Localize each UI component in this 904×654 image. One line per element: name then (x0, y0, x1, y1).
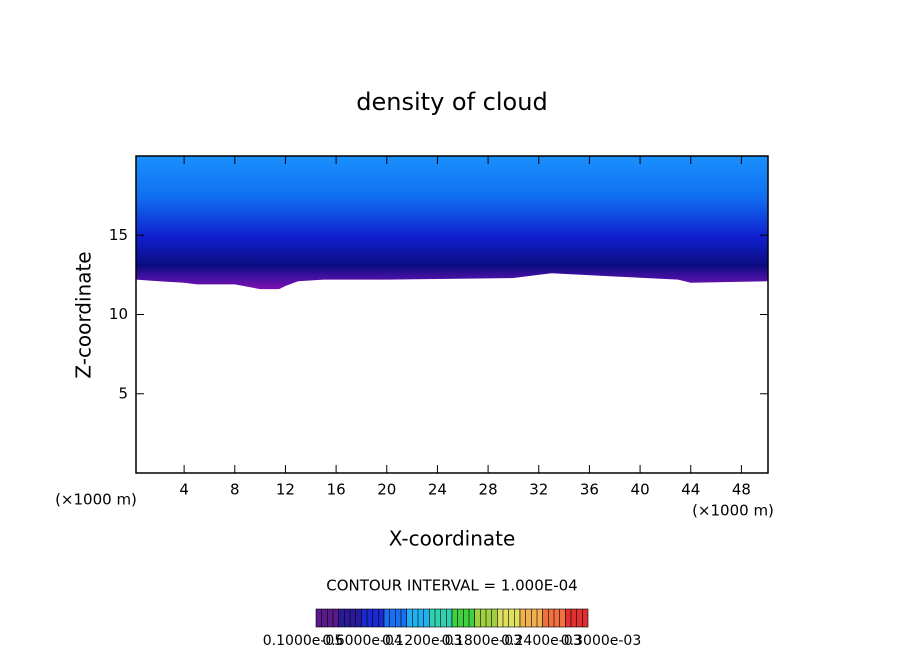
colorbar-label: 0.6000e-04 (322, 633, 403, 649)
contour-interval: CONTOUR INTERVAL = 1.000E-04 (326, 577, 577, 595)
x-unit-label: (×1000 m) (55, 491, 137, 509)
x-tick-label: 24 (428, 481, 447, 499)
x-tick-label: 12 (276, 481, 295, 499)
colorbar-label: 0.1200e-03 (382, 633, 462, 649)
x-unit-label: (×1000 m) (692, 502, 774, 520)
x-tick-label: 44 (681, 481, 700, 499)
x-tick-label: 28 (479, 481, 498, 499)
colorbar-label: 0.1000e-05 (263, 633, 343, 649)
x-tick-label: 40 (631, 481, 650, 499)
x-tick-label: 48 (732, 481, 751, 499)
x-tick-label: 8 (230, 481, 240, 499)
y-axis-label: Z-coordinate (72, 251, 96, 378)
colorbar-label: 0.3000e-03 (561, 633, 641, 649)
x-tick-label: 32 (529, 481, 548, 499)
y-tick-label: 10 (109, 305, 128, 323)
y-tick-label: 15 (109, 226, 128, 244)
y-tick-label: 5 (118, 384, 128, 402)
chart-title: density of cloud (356, 88, 547, 116)
x-tick-label: 20 (377, 481, 396, 499)
x-axis-label: X-coordinate (389, 527, 516, 551)
cloud-field (136, 156, 768, 290)
colorbar-label: 0.2400e-03 (501, 633, 581, 649)
x-tick-label: 16 (327, 481, 346, 499)
colorbar-label: 0.1800e-03 (442, 633, 522, 649)
x-tick-label: 36 (580, 481, 599, 499)
x-tick-label: 4 (179, 481, 189, 499)
